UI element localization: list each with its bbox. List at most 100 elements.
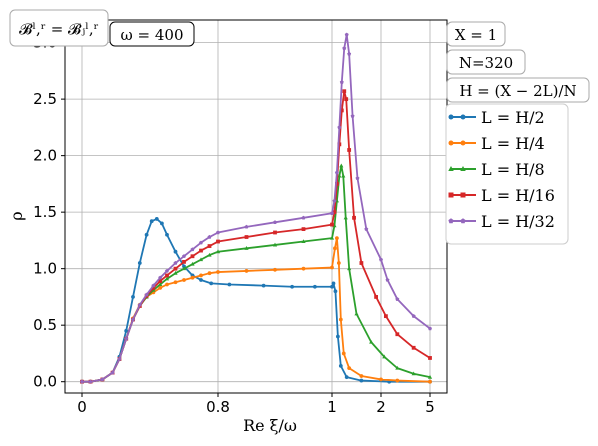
data-point — [216, 270, 220, 274]
data-point — [154, 217, 159, 221]
data-point — [290, 284, 294, 289]
data-point — [337, 173, 342, 178]
data-point — [117, 357, 122, 361]
data-point — [395, 297, 400, 301]
data-point — [301, 227, 306, 232]
y-tick-label: 1.0 — [33, 260, 57, 278]
data-point — [165, 282, 169, 287]
legend-entry: L = H/8 — [448, 160, 545, 179]
data-point — [124, 336, 129, 341]
data-point — [216, 239, 220, 244]
omega-annotation-text: ω = 400 — [121, 26, 184, 44]
data-point — [158, 282, 163, 287]
data-point — [131, 317, 135, 322]
data-point — [261, 283, 266, 288]
data-point — [313, 284, 317, 289]
data-point — [369, 339, 374, 344]
data-point — [144, 292, 149, 297]
y-tick-label: 2.5 — [33, 90, 57, 108]
data-point — [80, 379, 84, 384]
data-point — [173, 280, 178, 285]
data-point — [342, 46, 347, 50]
data-point — [165, 232, 169, 237]
data-point — [173, 249, 178, 254]
data-point — [384, 314, 388, 319]
legend-marker — [448, 114, 454, 120]
data-point — [343, 215, 348, 220]
data-point — [207, 234, 212, 239]
data-point — [411, 345, 416, 350]
legend-marker — [460, 192, 466, 198]
data-point — [359, 261, 364, 265]
data-point — [165, 273, 169, 278]
data-point — [330, 222, 334, 227]
n-annotation: N=320 — [446, 49, 526, 75]
series-layer — [79, 32, 433, 384]
legend-label: L = H/8 — [481, 160, 545, 179]
legend-marker — [448, 218, 454, 224]
data-point — [207, 244, 212, 248]
data-point — [173, 260, 178, 265]
data-point — [341, 173, 346, 178]
plot-area — [65, 20, 447, 393]
data-point — [342, 89, 347, 94]
data-point — [411, 371, 416, 376]
data-point — [110, 370, 115, 375]
data-point — [332, 198, 337, 203]
data-point — [182, 254, 186, 258]
data-point — [341, 351, 346, 356]
data-point — [359, 378, 364, 383]
series-5 — [80, 32, 432, 384]
data-point — [333, 246, 337, 251]
data-point — [339, 163, 344, 168]
data-point — [199, 278, 203, 282]
x-tick-label: 0.8 — [206, 398, 230, 416]
data-point — [216, 230, 220, 235]
omega-annotation: ω = 400 — [109, 21, 195, 47]
data-point — [338, 317, 343, 322]
data-point — [344, 375, 349, 380]
data-point — [332, 210, 337, 215]
data-point — [301, 266, 306, 271]
data-point — [339, 108, 344, 113]
data-point — [347, 366, 352, 371]
legend-marker — [448, 140, 454, 146]
data-point — [428, 356, 432, 360]
y-tick-label: 0.0 — [33, 373, 57, 391]
data-point — [272, 242, 278, 247]
n-annotation-text: N=320 — [459, 54, 513, 72]
data-point — [329, 235, 335, 240]
data-point — [354, 311, 359, 316]
data-point — [244, 269, 249, 273]
data-point — [151, 285, 156, 290]
data-point — [395, 365, 400, 370]
data-point — [395, 378, 400, 383]
x-tick-label: 1 — [327, 398, 337, 416]
data-point — [339, 80, 344, 84]
data-point — [338, 363, 343, 368]
x-tick-label: 5 — [425, 398, 435, 416]
data-point — [182, 278, 186, 282]
y-tick-label: 0.5 — [33, 316, 57, 334]
legend-label: L = H/16 — [481, 186, 555, 205]
data-point — [207, 271, 212, 276]
data-point — [244, 235, 249, 239]
data-point — [190, 247, 195, 252]
data-point — [199, 273, 203, 278]
legend-entry: L = H/16 — [448, 186, 555, 205]
data-point — [149, 219, 154, 224]
legend-marker — [460, 218, 466, 224]
data-point — [347, 51, 352, 56]
data-point — [395, 332, 400, 337]
data-point — [137, 302, 142, 307]
data-point — [190, 261, 195, 266]
data-point — [411, 314, 416, 318]
h-annotation: H = (X − 2L)/N — [446, 77, 590, 103]
data-point — [158, 275, 163, 280]
data-point — [199, 248, 203, 253]
data-point — [244, 246, 249, 250]
data-point — [182, 259, 186, 264]
data-point — [359, 374, 364, 378]
data-point — [344, 97, 349, 102]
data-point — [382, 354, 387, 359]
